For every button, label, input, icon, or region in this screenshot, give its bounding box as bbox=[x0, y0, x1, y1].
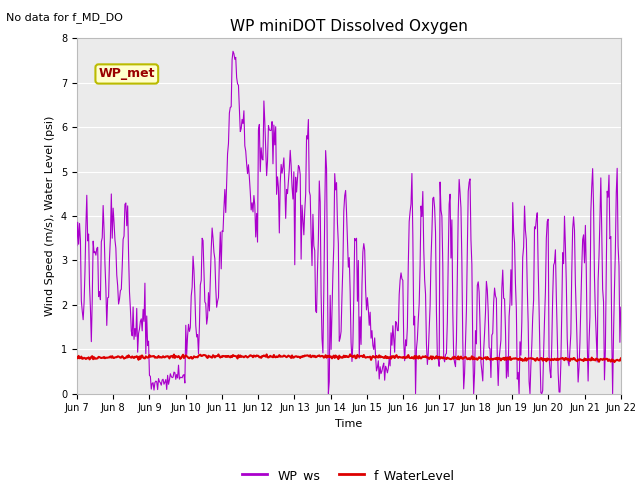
Text: No data for f_MD_DO: No data for f_MD_DO bbox=[6, 12, 124, 23]
X-axis label: Time: Time bbox=[335, 419, 362, 429]
Legend: WP_ws, f_WaterLevel: WP_ws, f_WaterLevel bbox=[237, 464, 460, 480]
Title: WP miniDOT Dissolved Oxygen: WP miniDOT Dissolved Oxygen bbox=[230, 20, 468, 35]
Y-axis label: Wind Speed (m/s), Water Level (psi): Wind Speed (m/s), Water Level (psi) bbox=[45, 116, 55, 316]
Text: WP_met: WP_met bbox=[99, 68, 155, 81]
